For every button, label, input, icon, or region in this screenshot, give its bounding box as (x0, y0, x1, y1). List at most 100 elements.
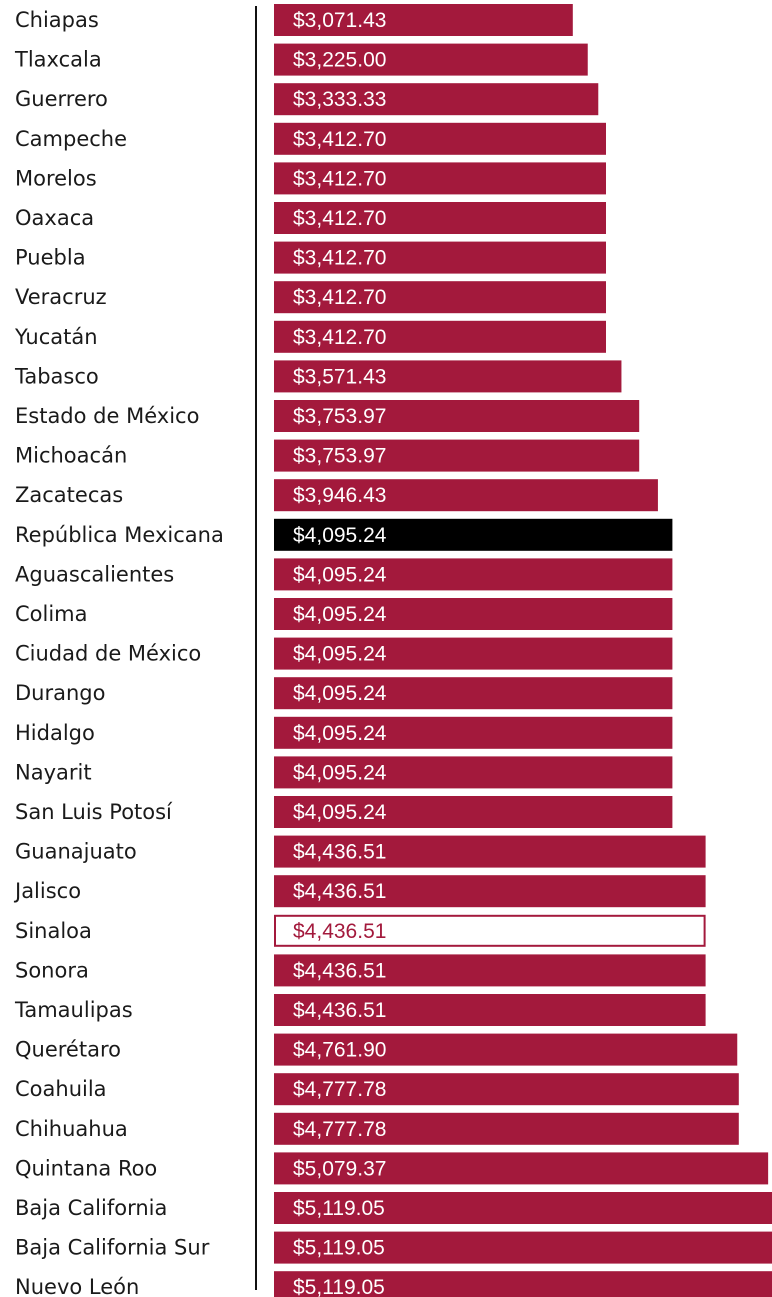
value-label-michoacan: $3,753.97 (293, 445, 386, 468)
value-label-san-luis-potosi: $4,095.24 (293, 801, 387, 824)
category-label-san-luis-potosi: San Luis Potosí (15, 800, 173, 824)
value-label-republica-mexicana: $4,095.24 (293, 524, 387, 547)
bar-zacatecas (274, 479, 658, 512)
category-label-baja-california-sur: Baja California Sur (15, 1236, 210, 1260)
value-label-nayarit: $4,095.24 (293, 761, 387, 784)
bars-group (274, 4, 772, 1297)
bar-campeche (274, 122, 606, 155)
value-label-baja-california: $5,119.05 (293, 1197, 385, 1220)
bar-aguascalientes (274, 558, 673, 591)
bar-tlaxcala (274, 43, 588, 76)
bar-puebla (274, 241, 606, 274)
value-label-colima: $4,095.24 (293, 603, 387, 626)
bar-guerrero (274, 83, 599, 116)
category-label-zacatecas: Zacatecas (15, 483, 123, 507)
category-label-morelos: Morelos (15, 166, 97, 190)
category-label-coahuila: Coahuila (15, 1077, 107, 1101)
value-label-queretaro: $4,761.90 (293, 1039, 386, 1062)
bar-yucatan (274, 320, 606, 353)
bar-morelos (274, 162, 606, 195)
value-labels: $3,071.43 $3,225.00 $3,333.33 $3,412.70 $3,4… (293, 9, 387, 1297)
category-label-chiapas: Chiapas (15, 8, 99, 32)
value-label-tamaulipas: $4,436.51 (293, 999, 386, 1022)
bar-jalisco (274, 875, 706, 908)
category-label-oaxaca: Oaxaca (15, 206, 94, 230)
bar-veracruz (274, 281, 606, 314)
bar-tamaulipas (274, 994, 706, 1026)
category-label-nuevo-leon: Nuevo León (15, 1275, 139, 1297)
value-label-tabasco: $3,571.43 (293, 365, 386, 388)
category-label-sinaloa: Sinaloa (15, 919, 92, 943)
bar-republica-mexicana (274, 518, 673, 551)
value-label-chiapas: $3,071.43 (293, 9, 386, 32)
category-label-michoacan: Michoacán (15, 444, 127, 468)
category-label-chihuahua: Chihuahua (15, 1117, 128, 1141)
bar-baja-california (274, 1192, 772, 1224)
bar-sonora (274, 954, 706, 987)
category-label-aguascalientes: Aguascalientes (15, 562, 174, 586)
value-label-estado-de-mexico: $3,753.97 (293, 405, 386, 428)
category-label-queretaro: Querétaro (15, 1038, 121, 1062)
bar-colima (274, 598, 673, 630)
category-label-colima: Colima (15, 602, 88, 626)
bar-nuevo-leon (274, 1271, 772, 1297)
bar-estado-de-mexico (274, 400, 640, 432)
category-label-estado-de-mexico: Estado de México (15, 404, 199, 428)
bar-san-luis-potosi (274, 796, 673, 828)
bar-chiapas (274, 4, 573, 36)
category-label-nayarit: Nayarit (15, 760, 92, 784)
bar-queretaro (274, 1033, 738, 1066)
category-label-guerrero: Guerrero (15, 87, 108, 111)
category-label-jalisco: Jalisco (13, 879, 81, 903)
value-label-coahuila: $4,777.78 (293, 1078, 386, 1101)
category-label-hidalgo: Hidalgo (15, 721, 95, 745)
category-label-tamaulipas: Tamaulipas (14, 998, 133, 1022)
category-label-tabasco: Tabasco (14, 364, 99, 388)
value-label-puebla: $3,412.70 (293, 247, 386, 270)
value-label-quintana-roo: $5,079.37 (293, 1157, 386, 1180)
bar-durango (274, 677, 673, 710)
category-label-ciudad-de-mexico: Ciudad de México (15, 642, 201, 666)
category-label-guanajuato: Guanajuato (15, 840, 137, 864)
category-label-republica-mexicana: República Mexicana (15, 523, 224, 547)
category-label-durango: Durango (15, 681, 105, 705)
value-label-oaxaca: $3,412.70 (293, 207, 386, 230)
category-label-baja-california: Baja California (15, 1196, 167, 1220)
category-label-puebla: Puebla (15, 246, 86, 270)
bar-chihuahua (274, 1112, 739, 1145)
bar-michoacan (274, 439, 640, 472)
bar-hidalgo (274, 716, 673, 749)
category-label-veracruz: Veracruz (15, 285, 107, 309)
value-label-hidalgo: $4,095.24 (293, 722, 387, 745)
category-label-campeche: Campeche (15, 127, 127, 151)
value-label-sinaloa: $4,436.51 (293, 920, 386, 943)
value-label-guerrero: $3,333.33 (293, 88, 386, 111)
value-label-sonora: $4,436.51 (293, 959, 386, 982)
bar-quintana-roo (274, 1152, 769, 1185)
value-label-nuevo-leon: $5,119.05 (293, 1276, 385, 1297)
bar-baja-california-sur (274, 1231, 772, 1264)
category-label-sonora: Sonora (15, 958, 89, 982)
bar-tabasco (274, 360, 622, 393)
category-label-yucatan: Yucatán (14, 325, 98, 349)
bar-sinaloa (274, 914, 706, 947)
value-label-ciudad-de-mexico: $4,095.24 (293, 643, 387, 666)
value-label-morelos: $3,412.70 (293, 167, 386, 190)
bar-oaxaca (274, 202, 606, 234)
bar-ciudad-de-mexico (274, 637, 673, 670)
category-label-quintana-roo: Quintana Roo (15, 1156, 157, 1180)
value-label-aguascalientes: $4,095.24 (293, 563, 387, 586)
bar-nayarit (274, 756, 673, 789)
value-label-veracruz: $3,412.70 (293, 286, 386, 309)
value-label-chihuahua: $4,777.78 (293, 1118, 386, 1141)
value-label-tlaxcala: $3,225.00 (293, 49, 386, 72)
value-label-durango: $4,095.24 (293, 682, 387, 705)
value-label-jalisco: $4,436.51 (293, 880, 386, 903)
category-label-tlaxcala: Tlaxcala (14, 48, 102, 72)
value-label-baja-california-sur: $5,119.05 (293, 1237, 385, 1260)
value-label-guanajuato: $4,436.51 (293, 841, 386, 864)
value-label-yucatan: $3,412.70 (293, 326, 386, 349)
value-label-campeche: $3,412.70 (293, 128, 386, 151)
bar-guanajuato (274, 835, 706, 868)
